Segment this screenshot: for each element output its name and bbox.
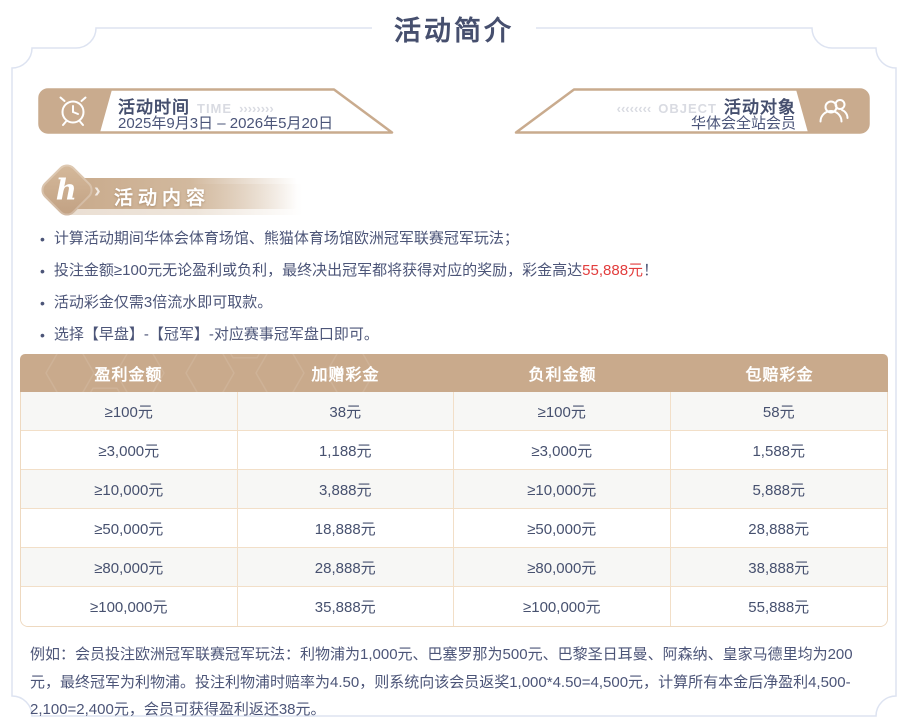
table-row: ≥100,000元 35,888元 ≥100,000元 55,888元 (21, 587, 887, 626)
alarm-clock-icon (59, 96, 87, 126)
rule-text: 选择【早盘】-【冠军】-对应赛事冠军盘口即可。 (53, 326, 379, 343)
table-row: ≥80,000元 28,888元 ≥80,000元 38,888元 (21, 548, 887, 587)
bullet-dot-icon: • (40, 327, 45, 343)
table-cell: 55,888元 (670, 587, 887, 626)
payout-table-body-wrap: ≥100元 38元 ≥100元 58元 ≥3,000元 1,188元 ≥3,000元 1,58… (20, 392, 888, 627)
table-header-cell: 盈利金额 (94, 367, 163, 384)
table-cell: 1,588元 (670, 431, 887, 470)
rule-text: 投注金额≥100元无论盈利或负利，最终决出冠军都将获得对应的奖励，彩金高达55,… (53, 262, 659, 279)
time-banner-shape (38, 88, 394, 134)
table-header-cell: 包赔彩金 (745, 367, 814, 384)
time-banner-chevrons: ›››››››› (239, 101, 274, 116)
table-cell: 1,188元 (237, 431, 454, 470)
rule-item: • 选择【早盘】-【冠军】-对应赛事冠军盘口即可。 (40, 325, 876, 345)
table-cell: ≥10,000元 (454, 470, 671, 509)
table-row: ≥50,000元 18,888元 ≥50,000元 28,888元 (21, 509, 887, 548)
object-banner-shape (514, 88, 870, 134)
table-cell: ≥10,000元 (21, 470, 238, 509)
table-cell: ≥50,000元 (454, 509, 671, 548)
rule-item: • 活动彩金仅需3倍流水即可取款。 (40, 293, 876, 313)
activity-date-range: 2025年9月3日 – 2026年5月20日 (118, 115, 334, 132)
bullet-dot-icon: • (40, 263, 45, 279)
payout-table-body: ≥100元 38元 ≥100元 58元 ≥3,000元 1,188元 ≥3,000元 1,58… (21, 392, 887, 626)
table-cell: ≥80,000元 (21, 548, 238, 587)
table-cell: 35,888元 (237, 587, 454, 626)
table-cell: 18,888元 (237, 509, 454, 548)
table-cell: 58元 (670, 392, 887, 431)
table-row: ≥3,000元 1,188元 ≥3,000元 1,588元 (21, 431, 887, 470)
activity-rules-list: • 计算活动期间华体会体育场馆、熊猫体育场馆欧洲冠军联赛冠军玩法； • 投注金额≥10… (40, 229, 876, 357)
activity-time-banner: 活动时间 TIME ›››››››› 2025年9月3日 – 2026年5月20… (38, 88, 394, 134)
time-banner-label: 活动时间 (118, 98, 190, 117)
section-ribbon (59, 178, 297, 209)
table-cell: ≥100元 (454, 392, 671, 431)
rule-text: 活动彩金仅需3倍流水即可取款。 (53, 294, 273, 311)
h-logo-letter: h (56, 172, 78, 207)
table-cell: ≥80,000元 (454, 548, 671, 587)
payout-table-header: 盈利金额 加赠彩金 负利金额 包赔彩金 (20, 354, 888, 392)
table-cell: 28,888元 (237, 548, 454, 587)
time-banner-tag: TIME (197, 101, 233, 116)
object-banner-tag: OBJECT (658, 101, 717, 116)
table-cell: ≥100元 (21, 392, 238, 431)
section-title: 活动内容 (114, 188, 211, 209)
table-row: ≥100元 38元 ≥100元 58元 (21, 392, 887, 431)
table-cell: ≥100,000元 (21, 587, 238, 626)
example-paragraph: 例如：会员投注欧洲冠军联赛冠军玩法：利物浦为1,000元、巴塞罗那为500元、巴… (30, 646, 853, 718)
ribbon-chevron-icon: › (94, 180, 101, 202)
page-title: 活动简介 (372, 9, 536, 48)
bullet-dot-icon: • (40, 231, 45, 247)
table-cell: 28,888元 (670, 509, 887, 548)
rule-item: • 投注金额≥100元无论盈利或负利，最终决出冠军都将获得对应的奖励，彩金高达55… (40, 261, 876, 281)
table-cell: 3,888元 (237, 470, 454, 509)
activity-object-banner: ‹‹‹‹‹‹‹‹ OBJECT 活动对象 华体会全站会员 (514, 88, 870, 134)
table-cell: ≥100,000元 (454, 587, 671, 626)
table-header-cell: 负利金额 (528, 367, 597, 384)
object-banner-label: 活动对象 (724, 98, 796, 117)
bullet-dot-icon: • (40, 295, 45, 311)
table-cell: ≥50,000元 (21, 509, 238, 548)
activity-audience: 华体会全站会员 (690, 115, 796, 132)
object-banner-chevrons: ‹‹‹‹‹‹‹‹ (616, 101, 652, 116)
rule-text: 计算活动期间华体会体育场馆、熊猫体育场馆欧洲冠军联赛冠军玩法； (53, 230, 519, 247)
table-cell: 38,888元 (670, 548, 887, 587)
users-icon (819, 99, 849, 123)
table-header-cell: 加赠彩金 (311, 367, 380, 384)
table-cell: 38元 (237, 392, 454, 431)
highlight-amount: 55,888元 (582, 262, 644, 279)
rule-item: • 计算活动期间华体会体育场馆、熊猫体育场馆欧洲冠军联赛冠军玩法； (40, 229, 876, 249)
table-cell: ≥3,000元 (21, 431, 238, 470)
table-row: ≥10,000元 3,888元 ≥10,000元 5,888元 (21, 470, 887, 509)
table-cell: ≥3,000元 (454, 431, 671, 470)
section-header: › 活动内容 h (37, 160, 364, 226)
table-cell: 5,888元 (670, 470, 887, 509)
payout-table: 盈利金额 加赠彩金 负利金额 包赔彩金 ≥100元 38元 ≥100元 58元 ≥3,000元… (20, 354, 888, 627)
